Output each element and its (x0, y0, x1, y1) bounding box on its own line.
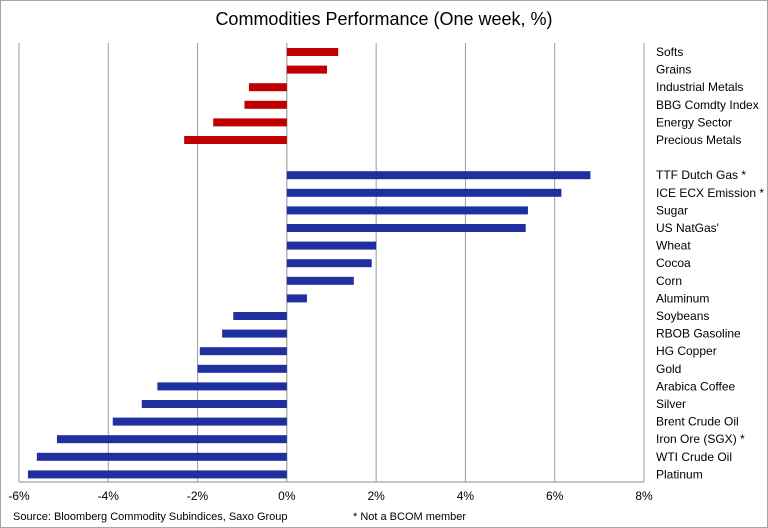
category-label: Platinum (656, 467, 703, 481)
bar (112, 417, 287, 426)
category-label: Precious Metals (656, 133, 741, 147)
bar (36, 452, 287, 461)
category-label: TTF Dutch Gas * (656, 168, 746, 182)
bar (56, 435, 287, 444)
bar (213, 118, 287, 127)
bar (184, 136, 287, 144)
category-label: Soybeans (656, 309, 709, 323)
x-tick-label: -2% (187, 489, 209, 503)
bar (27, 470, 287, 479)
category-label: HG Copper (656, 344, 717, 358)
bar (286, 65, 328, 74)
category-label: Silver (656, 397, 686, 411)
bar (157, 382, 287, 391)
bar (222, 329, 287, 338)
category-label: ICE ECX Emission * (656, 186, 764, 200)
bar (286, 259, 372, 268)
bar (197, 364, 287, 373)
bar (141, 400, 287, 408)
bar (286, 206, 528, 215)
category-label: Gold (656, 362, 681, 376)
category-label: Grains (656, 63, 691, 77)
category-label: Softs (656, 45, 683, 59)
x-tick-label: -4% (98, 489, 120, 503)
x-tick-label: 8% (635, 489, 653, 503)
category-label: WTI Crude Oil (656, 450, 732, 464)
bar (248, 83, 287, 92)
x-tick-label: 4% (457, 489, 475, 503)
bar (286, 294, 307, 303)
category-label: BBG Comdty Index (656, 98, 759, 112)
bar (286, 188, 562, 197)
x-tick-label: 0% (278, 489, 296, 503)
bar (286, 224, 526, 232)
bar (244, 100, 287, 109)
category-label: US NatGas' (656, 221, 719, 235)
x-tick-label: -6% (8, 489, 30, 503)
source-note: Source: Bloomberg Commodity Subindices, … (13, 511, 288, 523)
category-label: Energy Sector (656, 115, 732, 129)
bar (233, 312, 287, 320)
category-label: Aluminum (656, 291, 709, 305)
category-label: Wheat (656, 239, 691, 253)
x-tick-label: 6% (546, 489, 564, 503)
category-label: Corn (656, 274, 682, 288)
bar (286, 276, 354, 285)
chart-title: Commodities Performance (One week, %) (215, 9, 553, 29)
x-tick-label: 2% (367, 489, 385, 503)
bar (286, 48, 339, 56)
category-label: Iron Ore (SGX) * (656, 432, 745, 446)
bar (286, 171, 591, 180)
category-label: Arabica Coffee (656, 379, 735, 393)
category-label: RBOB Gasoline (656, 327, 741, 341)
bar (199, 347, 287, 356)
category-label: Sugar (656, 203, 688, 217)
category-label: Industrial Metals (656, 80, 743, 94)
footnote: * Not a BCOM member (353, 511, 467, 523)
category-label: Cocoa (656, 256, 691, 270)
bar (286, 241, 377, 250)
category-label: Brent Crude Oil (656, 415, 739, 429)
